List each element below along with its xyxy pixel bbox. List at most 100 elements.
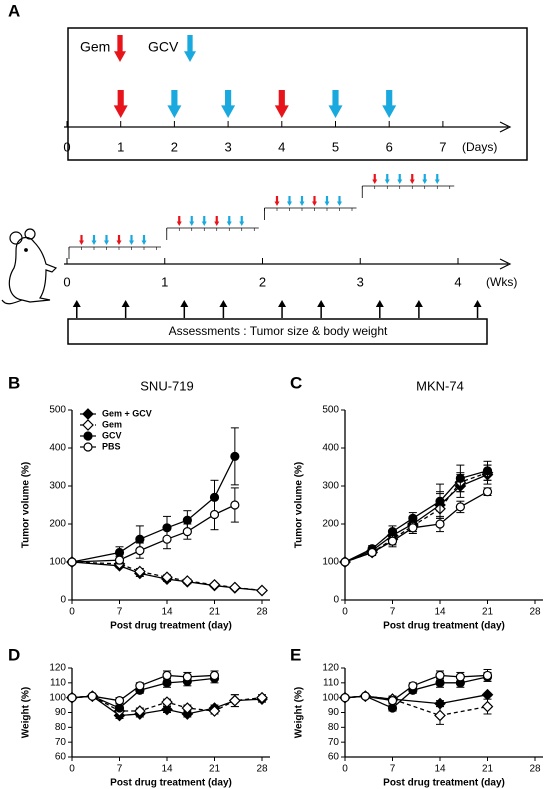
gcv-dose <box>221 90 236 118</box>
mini-gcv-dose <box>384 174 390 184</box>
week-tick-label: 0 <box>63 274 70 289</box>
marker <box>408 523 418 533</box>
marker <box>135 534 145 544</box>
y-tick-label: 0 <box>60 595 66 606</box>
assessment-arrow-head <box>121 300 130 307</box>
legend-label: PBS <box>102 441 121 451</box>
legend-label: Gem <box>80 39 110 55</box>
y-tick-label: 500 <box>322 405 339 416</box>
mini-gem-dose <box>79 235 84 245</box>
gem-dose <box>274 90 289 118</box>
day-tick-label: 0 <box>63 139 70 154</box>
marker <box>208 578 221 591</box>
y-tick-label: 120 <box>322 663 339 674</box>
mini-gcv-dose <box>299 196 305 206</box>
marker <box>162 670 172 681</box>
panel-label: A <box>8 1 20 20</box>
marker <box>340 693 350 703</box>
marker <box>181 702 194 714</box>
x-tick-label: 7 <box>117 607 123 618</box>
chart-title: MKN-74 <box>416 378 464 393</box>
day-tick-label: 7 <box>439 139 446 154</box>
x-axis-label: Post drug treatment (day) <box>383 621 505 632</box>
panel-label: E <box>290 645 301 664</box>
gcv-dose <box>382 90 397 118</box>
x-tick-label: 7 <box>390 764 396 775</box>
legend-label: Gem <box>102 419 122 429</box>
y-tick-label: 400 <box>49 443 66 454</box>
mini-gcv-dose <box>104 235 109 245</box>
week-tick-label: 2 <box>259 274 266 289</box>
x-tick-label: 0 <box>69 607 75 618</box>
y-tick-label: 120 <box>49 663 66 674</box>
marker <box>209 509 220 520</box>
marker <box>134 565 146 578</box>
marker <box>209 670 220 681</box>
panel-label: D <box>8 645 20 664</box>
week-tick-label: 4 <box>454 274 461 289</box>
mini-gcv-dose <box>422 174 428 184</box>
marker <box>229 694 241 707</box>
gcv-dose <box>167 90 182 118</box>
marker <box>229 581 241 594</box>
assessment-arrow-head <box>278 300 287 307</box>
day-unit: (Days) <box>462 140 497 154</box>
marker <box>435 519 445 529</box>
legend-arrow <box>114 35 126 62</box>
mini-gcv-dose <box>91 235 97 245</box>
x-tick-label: 7 <box>390 607 396 618</box>
legend-label: Gem + GCV <box>102 408 152 418</box>
mini-gcv-dose <box>189 216 195 226</box>
x-tick-label: 14 <box>434 764 446 775</box>
panel-label: C <box>290 373 302 392</box>
y-tick-label: 60 <box>328 752 340 763</box>
series-line <box>71 456 236 563</box>
y-tick-label: 400 <box>322 443 339 454</box>
assessment-arrow-head <box>180 300 189 307</box>
mini-gem-dose <box>372 174 378 184</box>
y-axis-label: Tumor volume (%) <box>294 462 305 548</box>
marker <box>481 700 494 713</box>
y-tick-label: 500 <box>49 405 66 416</box>
y-tick-label: 100 <box>49 557 66 568</box>
marker <box>455 473 465 483</box>
gcv-dose <box>328 90 343 118</box>
marker <box>161 696 173 708</box>
x-tick-label: 14 <box>161 764 173 775</box>
x-tick-label: 7 <box>117 764 123 775</box>
marker <box>340 557 350 567</box>
mini-gcv-dose <box>287 196 292 206</box>
marker <box>482 487 493 497</box>
marker <box>162 534 172 544</box>
mini-gem-dose <box>409 174 415 184</box>
x-tick-label: 0 <box>69 764 75 775</box>
mini-gcv-dose <box>141 235 147 245</box>
x-tick-label: 28 <box>529 764 541 775</box>
marker <box>161 571 173 584</box>
marker <box>360 691 370 701</box>
assessment-arrow-head <box>317 300 326 307</box>
marker <box>67 693 77 703</box>
x-tick-label: 28 <box>256 764 268 775</box>
y-tick-label: 80 <box>328 722 340 733</box>
day-tick-label: 3 <box>224 139 231 154</box>
legend-label: GCV <box>102 430 122 440</box>
week-tick-label: 3 <box>357 274 364 289</box>
y-axis-label: Weight (%) <box>294 687 305 738</box>
assessment-arrow-head <box>473 300 482 307</box>
x-axis-label: Post drug treatment (day) <box>383 778 505 789</box>
marker <box>434 709 446 722</box>
marker <box>435 670 445 681</box>
panel-label: B <box>8 373 20 392</box>
mini-gem-dose <box>312 196 317 206</box>
assessment-label: Assessments : Tumor size & body weight <box>169 324 388 338</box>
y-axis-label: Weight (%) <box>21 687 32 738</box>
legend-arrow <box>184 35 196 62</box>
assessment-arrow-head <box>219 300 228 307</box>
y-tick-label: 90 <box>328 707 340 718</box>
y-tick-label: 110 <box>323 677 339 688</box>
marker <box>182 515 192 525</box>
chart-title: SNU-719 <box>140 378 193 393</box>
x-tick-label: 21 <box>209 607 221 618</box>
x-axis-label: Post drug treatment (day) <box>110 621 232 632</box>
